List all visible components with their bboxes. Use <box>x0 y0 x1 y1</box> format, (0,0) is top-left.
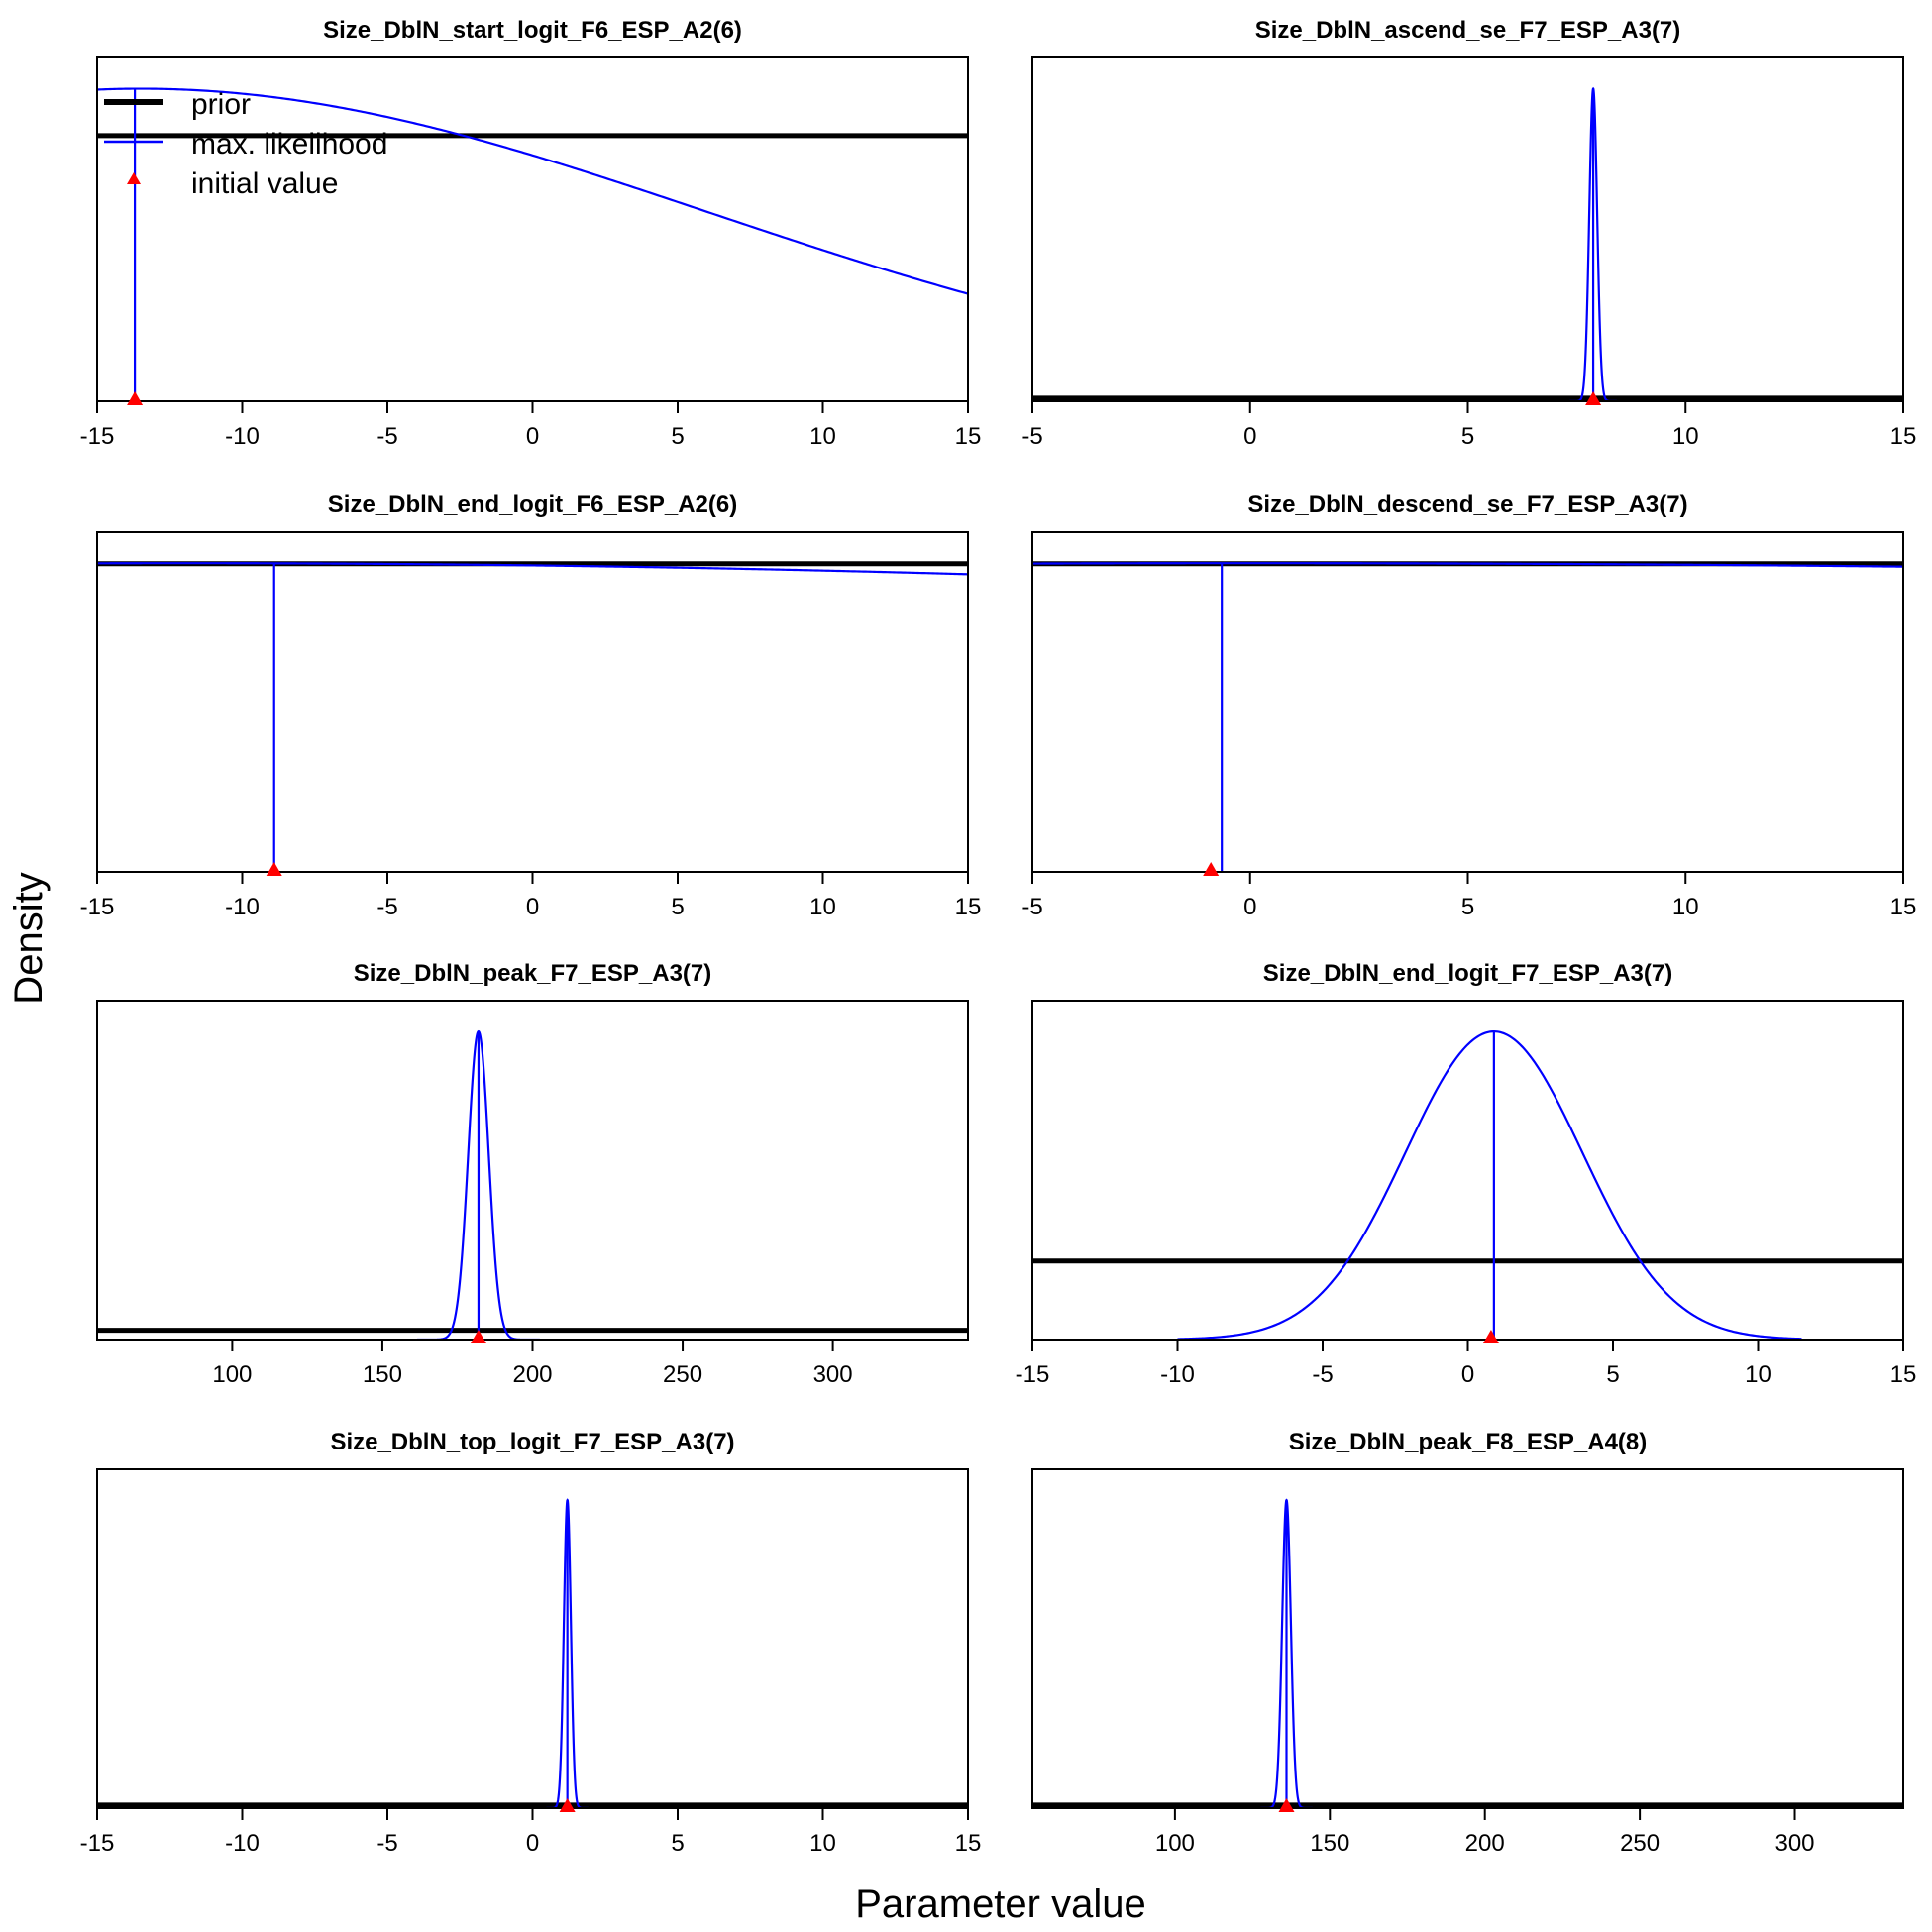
x-tick-label: 0 <box>1243 894 1256 920</box>
plot-frame <box>96 1468 969 1809</box>
likelihood-curve <box>1032 562 1903 568</box>
panel-1: Size_DblN_start_logit_F6_ESP_A2(6) -15 -10… <box>80 17 982 450</box>
legend-initial-label: initial value <box>191 167 338 200</box>
panel-title: Size_DblN_top_logit_F7_ESP_A3(7) <box>330 1429 734 1455</box>
x-tick-label: -5 <box>1312 1361 1333 1388</box>
x-tick-label: 15 <box>955 894 982 920</box>
x-tick-label: 5 <box>671 894 684 920</box>
x-tick-label: 5 <box>671 423 684 450</box>
legend: prior max. likelihood initial value <box>104 88 387 200</box>
panel-2: Size_DblN_ascend_se_F7_ESP_A3(7) -5 0 5 10 15 <box>1021 17 1916 450</box>
x-tick-label: 5 <box>671 1830 684 1857</box>
x-tick-label: 10 <box>1745 1361 1771 1388</box>
plot-area <box>1032 561 1903 872</box>
x-tick-label: 200 <box>512 1361 552 1388</box>
x-tick-label: -5 <box>376 1830 397 1857</box>
x-tick-label: 10 <box>809 894 836 920</box>
x-tick-label: 100 <box>1155 1830 1195 1857</box>
plot-frame <box>1031 1000 1904 1341</box>
x-tick-label: 10 <box>809 423 836 450</box>
x-tick-label: 200 <box>1465 1830 1505 1857</box>
initial-value-marker <box>127 391 144 405</box>
x-tick-label: -5 <box>376 894 397 920</box>
panel-title: Size_DblN_peak_F7_ESP_A3(7) <box>354 960 712 987</box>
panel-title: Size_DblN_peak_F8_ESP_A4(8) <box>1289 1429 1648 1455</box>
plot-area <box>97 1029 968 1340</box>
x-tick-label: 15 <box>1890 894 1917 920</box>
initial-value-marker <box>470 1330 486 1343</box>
x-tick-label: 5 <box>1461 423 1474 450</box>
x-tick-label: 10 <box>809 1830 836 1857</box>
x-tick-label: 10 <box>1672 423 1699 450</box>
x-tick-label: 15 <box>1890 423 1917 450</box>
x-tick-label: 100 <box>212 1361 252 1388</box>
x-tick-label: 0 <box>1461 1361 1474 1388</box>
plot-frame <box>1031 531 1904 873</box>
initial-value-marker <box>1203 862 1220 876</box>
plot-area <box>1032 1029 1903 1340</box>
plot-frame <box>96 531 969 873</box>
panel-7: Size_DblN_top_logit_F7_ESP_A3(7) -15 -10 -5… <box>80 1429 982 1857</box>
x-tick-label: -15 <box>1016 1361 1050 1388</box>
x-tick-label: 300 <box>1774 1830 1814 1857</box>
plot-area <box>97 561 968 872</box>
panel-title: Size_DblN_ascend_se_F7_ESP_A3(7) <box>1255 17 1681 44</box>
plot-frame <box>1031 1468 1904 1809</box>
y-axis-title: Density <box>7 872 51 1004</box>
initial-value-marker <box>266 862 282 876</box>
initial-value-marker <box>1482 1330 1499 1343</box>
x-tick-label: 300 <box>813 1361 853 1388</box>
panel-title: Size_DblN_descend_se_F7_ESP_A3(7) <box>1247 491 1687 518</box>
plot-area <box>1032 1498 1903 1808</box>
panel-title: Size_DblN_end_logit_F7_ESP_A3(7) <box>1263 960 1672 987</box>
x-tick-label: 15 <box>955 1830 982 1857</box>
x-tick-label: 150 <box>1310 1830 1349 1857</box>
x-tick-label: 0 <box>1243 423 1256 450</box>
likelihood-curve <box>97 87 968 295</box>
x-tick-label: -10 <box>225 894 260 920</box>
x-tick-label: 0 <box>526 423 539 450</box>
x-tick-label: 250 <box>1620 1830 1660 1857</box>
x-tick-label: -15 <box>80 894 115 920</box>
panels: Size_DblN_start_logit_F6_ESP_A2(6) -15 -10… <box>80 17 1917 1857</box>
panel-6: Size_DblN_end_logit_F7_ESP_A3(7) -15 -10 -5… <box>1016 960 1917 1388</box>
panel-title: Size_DblN_start_logit_F6_ESP_A2(6) <box>323 17 742 44</box>
initial-value-marker <box>1278 1798 1295 1812</box>
x-tick-label: 5 <box>1461 894 1474 920</box>
plot-frame <box>96 1000 969 1341</box>
x-tick-label: -15 <box>80 1830 115 1857</box>
x-axis-title: Parameter value <box>855 1882 1145 1926</box>
x-tick-label: 15 <box>955 423 982 450</box>
x-tick-label: 250 <box>663 1361 702 1388</box>
x-tick-label: -5 <box>376 423 397 450</box>
x-tick-label: -10 <box>225 1830 260 1857</box>
x-tick-label: 5 <box>1606 1361 1619 1388</box>
x-tick-label: 10 <box>1672 894 1699 920</box>
initial-value-marker <box>1585 391 1602 405</box>
x-tick-label: -5 <box>1021 894 1042 920</box>
initial-value-marker <box>559 1798 576 1812</box>
likelihood-curve <box>97 562 968 576</box>
x-tick-label: 0 <box>526 1830 539 1857</box>
plot-frame <box>1031 56 1904 402</box>
legend-initial-marker <box>127 172 141 184</box>
legend-likelihood-label: max. likelihood <box>191 128 387 161</box>
legend-prior-label: prior <box>191 88 251 121</box>
x-tick-label: 150 <box>363 1361 402 1388</box>
x-tick-label: 15 <box>1890 1361 1917 1388</box>
panel-title: Size_DblN_end_logit_F6_ESP_A2(6) <box>328 491 737 518</box>
likelihood-curve <box>1177 1029 1802 1340</box>
panel-4: Size_DblN_descend_se_F7_ESP_A3(7) -5 0 5 10 1… <box>1021 491 1916 920</box>
plot-area <box>1032 86 1903 401</box>
x-tick-label: -10 <box>225 423 260 450</box>
panel-3: Size_DblN_end_logit_F6_ESP_A2(6) -15 -10 -5… <box>80 491 982 920</box>
panel-5: Size_DblN_peak_F7_ESP_A3(7) 100 150 200 250 3… <box>96 960 969 1388</box>
x-tick-label: -10 <box>1160 1361 1195 1388</box>
x-tick-label: -15 <box>80 423 115 450</box>
x-tick-label: 0 <box>526 894 539 920</box>
plot-area <box>97 1498 968 1808</box>
x-tick-label: -5 <box>1021 423 1042 450</box>
panel-8: Size_DblN_peak_F8_ESP_A4(8) 100 150 200 250 3… <box>1031 1429 1904 1857</box>
